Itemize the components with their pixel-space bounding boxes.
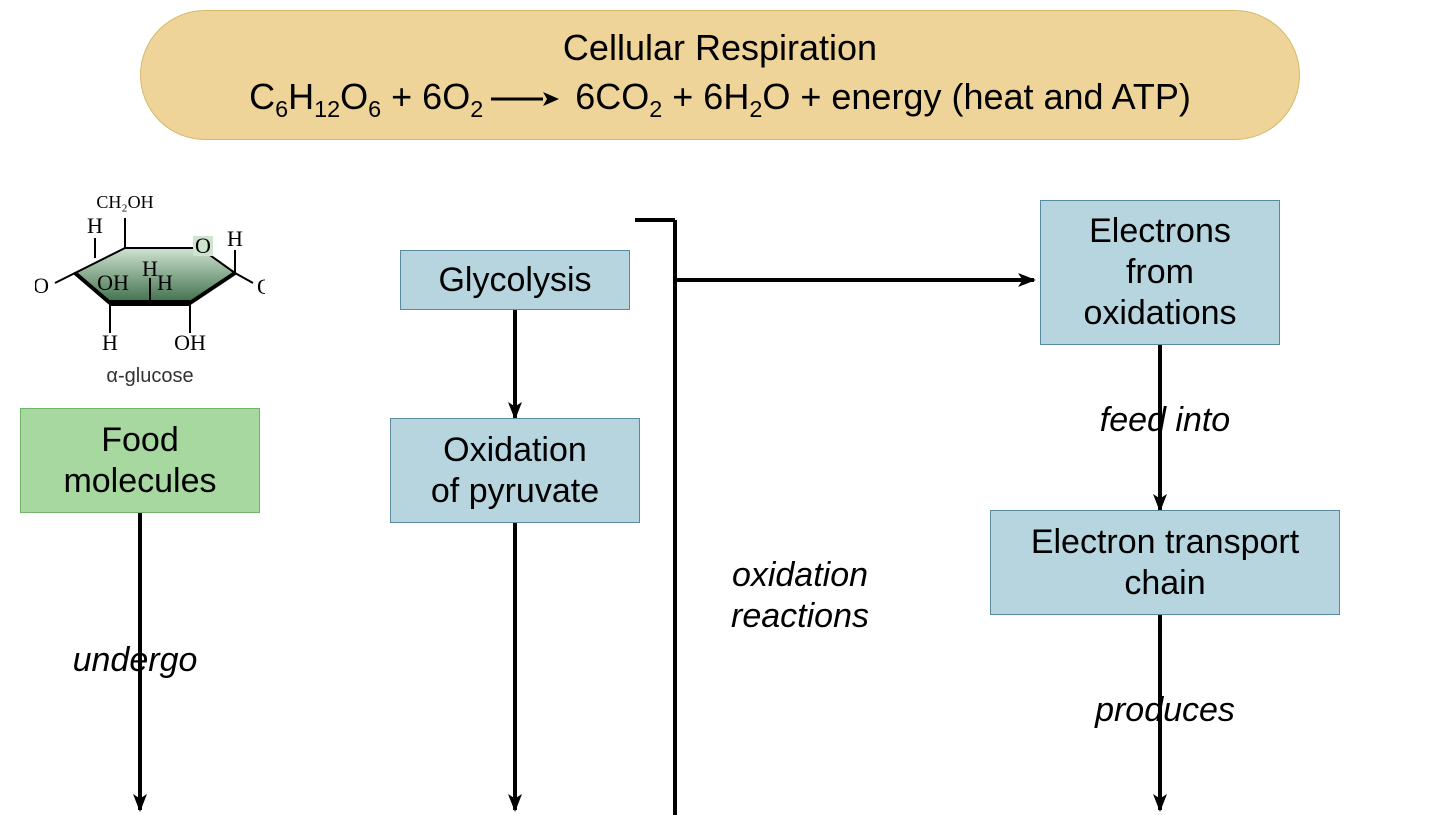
- title-pill: Cellular Respiration C6H12O6 + 6O2 6CO2 …: [140, 10, 1300, 140]
- svg-text:H: H: [227, 226, 243, 251]
- svg-text:H: H: [102, 330, 118, 355]
- edge-label-produces: produces: [1075, 690, 1255, 731]
- glucose-caption: α-glucose: [35, 365, 265, 388]
- edge-label-undergo: undergo: [45, 640, 225, 681]
- svg-text:OH: OH: [97, 270, 129, 295]
- svg-text:O: O: [195, 233, 211, 258]
- glucose-svg: O CH₂OH H H HO H OH H OH H OH: [35, 178, 265, 388]
- svg-text:HO: HO: [35, 273, 49, 298]
- node-glycolysis: Glycolysis: [400, 250, 630, 310]
- title-equation: C6H12O6 + 6O2 6CO2 + 6H2O + energy (heat…: [249, 73, 1191, 126]
- svg-text:H: H: [157, 270, 173, 295]
- edge-label-oxreact: oxidationreactions: [700, 555, 900, 637]
- svg-text:H: H: [87, 213, 103, 238]
- node-electrons: Electronsfromoxidations: [1040, 200, 1280, 345]
- svg-text:OH: OH: [174, 330, 206, 355]
- node-food: Foodmolecules: [20, 408, 260, 513]
- node-oxpyr: Oxidationof pyruvate: [390, 418, 640, 523]
- svg-text:OH: OH: [257, 274, 265, 299]
- title-line1: Cellular Respiration: [563, 24, 877, 73]
- svg-text:CH₂OH: CH₂OH: [96, 192, 153, 212]
- node-etc: Electron transportchain: [990, 510, 1340, 615]
- svg-text:H: H: [142, 256, 158, 281]
- edge-label-feedinto: feed into: [1075, 400, 1255, 441]
- diagram-stage: Cellular Respiration C6H12O6 + 6O2 6CO2 …: [0, 0, 1440, 815]
- glucose-structure: O CH₂OH H H HO H OH H OH H OH α-glucose: [35, 178, 265, 388]
